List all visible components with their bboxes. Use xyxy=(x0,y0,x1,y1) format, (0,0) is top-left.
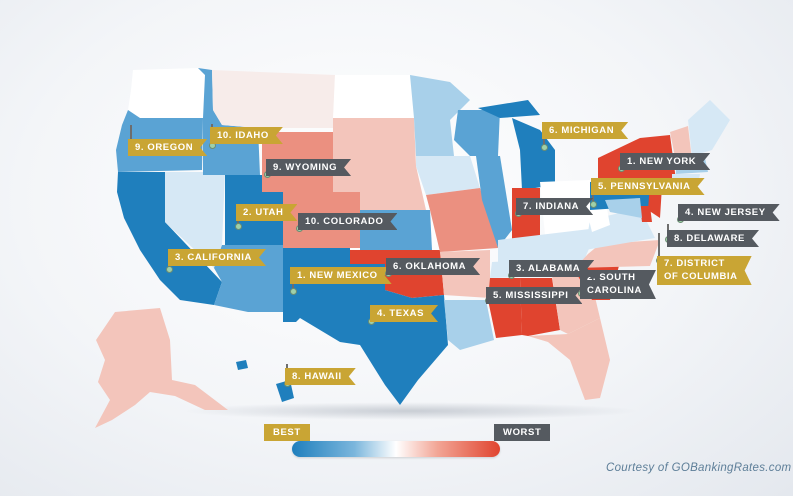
state-delaware xyxy=(640,206,652,222)
flag-best-1-new-mexico: 1. NEW MEXICO xyxy=(290,267,392,284)
state-illinois xyxy=(476,156,512,248)
state-louisiana xyxy=(444,300,494,350)
state-minnesota xyxy=(410,75,470,156)
state-maine xyxy=(688,100,730,156)
state-maryland xyxy=(605,198,642,218)
legend-worst-label: WORST xyxy=(494,424,551,441)
flag-best-6-michigan: 6. MICHIGAN xyxy=(542,122,628,139)
state-texas xyxy=(300,264,448,405)
state-nebraska xyxy=(333,166,426,210)
flag-best-10-idaho: 10. IDAHO xyxy=(210,127,283,144)
pin-new-mexico xyxy=(290,280,296,295)
state-north-carolina xyxy=(575,240,660,268)
flag-best-2-utah: 2. UTAH xyxy=(236,204,297,221)
flag-worst-8-delaware: 8. DELAWARE xyxy=(667,230,759,247)
source-credit: Courtesy of GOBankingRates.com xyxy=(606,462,792,474)
flag-worst-5-mississippi: 5. MISSISSIPPI xyxy=(486,287,582,304)
map-shadow xyxy=(180,402,640,420)
legend-best-label: BEST xyxy=(264,424,310,441)
state-iowa xyxy=(416,156,480,195)
flag-worst-7-indiana: 7. INDIANA xyxy=(516,198,593,215)
state-kentucky xyxy=(498,228,598,262)
flag-best-7-line2: OF COLUMBIA xyxy=(664,271,738,282)
flag-worst-4-new-jersey: 4. NEW JERSEY xyxy=(678,204,780,221)
flag-best-7-line1: 7. DISTRICT xyxy=(664,258,725,269)
state-alaska xyxy=(95,308,228,428)
state-michigan-up xyxy=(478,100,540,118)
state-washington xyxy=(128,68,205,118)
flag-best-8-hawaii: 8. HAWAII xyxy=(285,368,356,385)
state-florida xyxy=(528,318,610,400)
state-south-dakota xyxy=(333,118,416,166)
flag-worst-2-line2: CAROLINA xyxy=(587,285,642,296)
state-california xyxy=(117,172,222,305)
flag-best-5-pennsylvania: 5. PENNSYLVANIA xyxy=(591,178,705,195)
state-montana xyxy=(212,70,335,128)
flag-worst-2-south-carolina: 2. SOUTH CAROLINA xyxy=(580,270,656,299)
flag-best-4-texas: 4. TEXAS xyxy=(370,305,438,322)
flag-best-3-california: 3. CALIFORNIA xyxy=(168,249,266,266)
flag-worst-2-line1: 2. SOUTH xyxy=(587,272,636,283)
state-north-dakota xyxy=(333,75,414,118)
flag-worst-1-new-york: 1. NEW YORK xyxy=(620,153,710,170)
state-hawaii-small xyxy=(236,360,248,370)
flag-best-7-dc: 7. DISTRICT OF COLUMBIA xyxy=(657,256,752,285)
state-new-mexico xyxy=(283,248,350,322)
flag-best-9-oregon: 9. OREGON xyxy=(128,139,207,156)
state-nevada xyxy=(165,172,225,268)
flag-worst-9-wyoming: 9. WYOMING xyxy=(266,159,351,176)
state-missouri xyxy=(426,188,498,252)
flag-worst-10-colorado: 10. COLORADO xyxy=(298,213,397,230)
state-wisconsin xyxy=(454,110,500,156)
legend-gradient-bar xyxy=(292,441,500,457)
flag-worst-6-oklahoma: 6. OKLAHOMA xyxy=(386,258,480,275)
flag-worst-3-alabama: 3. ALABAMA xyxy=(509,260,594,277)
